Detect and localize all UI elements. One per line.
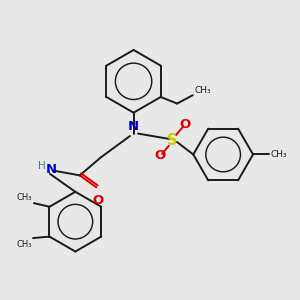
Text: CH₃: CH₃	[17, 193, 32, 202]
Text: O: O	[92, 194, 103, 207]
Text: N: N	[46, 163, 57, 176]
Text: O: O	[179, 118, 191, 130]
Text: CH₃: CH₃	[271, 150, 288, 159]
Text: S: S	[167, 133, 178, 148]
Text: O: O	[154, 149, 166, 163]
Text: CH₃: CH₃	[194, 85, 211, 94]
Text: N: N	[128, 120, 139, 133]
Text: CH₃: CH₃	[16, 241, 32, 250]
Text: H: H	[38, 161, 46, 171]
